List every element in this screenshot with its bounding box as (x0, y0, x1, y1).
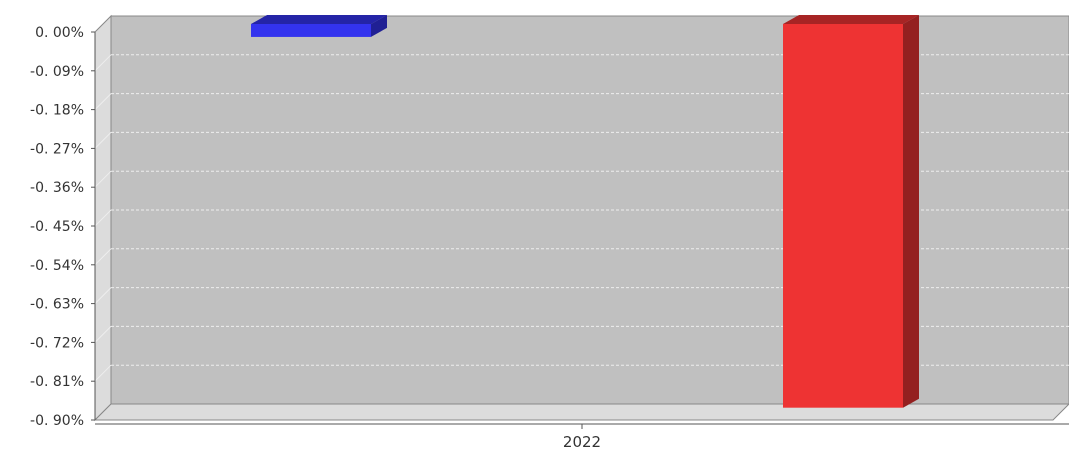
bars (251, 15, 919, 408)
plot-back-wall (110, 15, 1069, 405)
gridline-side (94, 248, 112, 266)
y-tick-label: 0. 00% (35, 25, 84, 41)
gridline-side (94, 364, 112, 382)
y-axis-ticks: 0. 00% -0. 09% -0. 18% -0. 27% -0. 36% -0. 45… (30, 25, 95, 429)
y-tick-label: -0. 72% (30, 335, 84, 351)
gridline-side (94, 326, 112, 343)
y-tick-label: -0. 36% (30, 180, 84, 196)
bar-front-face (783, 24, 903, 408)
gridline-side (94, 132, 112, 149)
bar-side-face (371, 15, 387, 37)
bar-front-face (251, 24, 371, 37)
y-tick-label: -0. 81% (30, 374, 84, 390)
gridline-side (94, 54, 112, 72)
bar (251, 15, 387, 37)
plot-floor (93, 403, 1069, 421)
gridlines (94, 54, 1069, 382)
gridline-side (94, 93, 112, 110)
x-tick-label: 2022 (563, 433, 601, 450)
bar-top-face (783, 15, 919, 24)
y-tick-label: -0. 27% (30, 141, 84, 157)
gridline-side (94, 287, 112, 304)
x-axis-ticks: 2022 (563, 424, 601, 451)
y-tick-label: -0. 54% (30, 258, 84, 274)
bar (783, 15, 919, 408)
y-tick-label: -0. 90% (30, 413, 84, 429)
gridline-side (94, 170, 112, 188)
gridline-side (94, 209, 112, 227)
y-tick-label: -0. 45% (30, 219, 84, 235)
y-tick-label: -0. 09% (30, 64, 84, 80)
y-tick-label: -0. 63% (30, 297, 84, 313)
bar-side-face (903, 15, 919, 408)
y-tick-label: -0. 18% (30, 103, 84, 119)
bar-top-face (251, 15, 387, 24)
